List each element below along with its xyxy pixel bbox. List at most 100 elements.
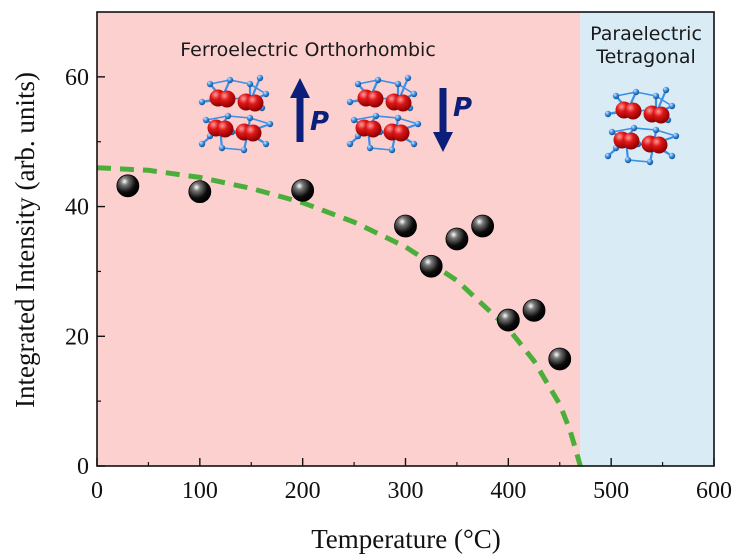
axes xyxy=(96,11,715,467)
oxygen-atom xyxy=(624,156,632,164)
crystal-bond xyxy=(635,91,657,97)
crystal-structure-2 xyxy=(604,86,680,166)
crystal-bond xyxy=(205,115,229,121)
x-axis-title: Temperature (°C) xyxy=(311,524,501,554)
oxygen-atom xyxy=(266,120,274,128)
x-tick-label-400: 400 xyxy=(490,478,526,504)
crystal-bond xyxy=(633,127,657,131)
oxygen-atom xyxy=(404,74,412,82)
y-tick-label-40: 40 xyxy=(65,195,89,221)
crystal-bond xyxy=(221,147,245,151)
hafnium-atom xyxy=(624,102,642,120)
data-point-9 xyxy=(548,347,572,371)
polarization-label-1: P xyxy=(453,93,472,123)
oxygen-atom xyxy=(350,116,358,124)
oxygen-atom xyxy=(372,112,380,120)
crystal-bond xyxy=(209,79,231,85)
hafnium-atom xyxy=(364,120,382,138)
hafnium-atom xyxy=(650,136,668,154)
crystal-bond xyxy=(375,115,399,119)
oxygen-atom xyxy=(394,80,402,88)
oxygen-atom xyxy=(410,140,418,148)
tick-labels: 0 100 200 300 400 500 600 0 20 40 60 xyxy=(65,65,732,504)
oxygen-atom xyxy=(246,114,254,122)
region-1 xyxy=(580,12,714,466)
oxygen-atom xyxy=(662,86,670,94)
crystal-bond xyxy=(369,147,393,151)
crystal-bond xyxy=(655,129,677,137)
data-point-2 xyxy=(291,178,315,202)
y-tick-label-0: 0 xyxy=(77,454,89,480)
oxygen-atom xyxy=(346,98,354,106)
x-tick-label-300: 300 xyxy=(388,478,424,504)
crystal-bond xyxy=(249,117,271,125)
hafnium-atom xyxy=(392,124,410,142)
hafnium-atom xyxy=(218,90,236,108)
oxygen-atom xyxy=(604,152,612,160)
oxygen-atom xyxy=(612,92,620,100)
oxygen-atom xyxy=(410,90,418,98)
y-tick-label-60: 60 xyxy=(65,65,89,91)
background-regions xyxy=(97,12,714,466)
region-label-1-line-0: Paraelectric xyxy=(590,23,702,45)
data-point-0 xyxy=(116,174,140,198)
oxygen-atom xyxy=(646,158,654,166)
oxygen-atom xyxy=(206,80,214,88)
y-tick-label-20: 20 xyxy=(65,324,89,350)
region-0 xyxy=(97,12,581,466)
oxygen-atom xyxy=(366,144,374,152)
oxygen-atom xyxy=(218,144,226,152)
crystal-bond xyxy=(227,115,251,119)
crystal-structure-1 xyxy=(346,74,422,154)
oxygen-atom xyxy=(262,140,270,148)
x-tick-label-0: 0 xyxy=(91,478,103,504)
polarization-up-arrow-head xyxy=(290,78,310,98)
hafnium-atom xyxy=(366,90,384,108)
hafnium-atom xyxy=(652,106,670,124)
oxygen-atom xyxy=(354,80,362,88)
x-tick-label-200: 200 xyxy=(285,478,321,504)
data-point-3 xyxy=(394,214,417,238)
hafnium-atom xyxy=(244,124,262,142)
oxygen-atom xyxy=(414,120,422,128)
oxygen-atom xyxy=(388,146,396,154)
hafnium-atom xyxy=(394,94,412,112)
oxygen-atom xyxy=(226,76,234,84)
data-points xyxy=(116,174,572,371)
oxygen-atom xyxy=(246,80,254,88)
oxygen-atom xyxy=(630,124,638,132)
hafnium-atom xyxy=(216,120,234,138)
polarization-down-arrow-head xyxy=(433,132,453,152)
oxygen-atom xyxy=(394,114,402,122)
region-labels: Ferroelectric Orthorhombic ParaelectricTe… xyxy=(180,23,702,68)
oxygen-atom xyxy=(604,110,612,118)
crystal-bond xyxy=(611,127,635,133)
oxygen-atom xyxy=(672,132,680,140)
oxygen-atom xyxy=(224,112,232,120)
oxygen-atom xyxy=(608,128,616,136)
data-point-7 xyxy=(496,308,520,332)
hafnium-atom xyxy=(246,94,264,112)
crystal-bond xyxy=(397,117,419,125)
oxygen-atom xyxy=(240,146,248,154)
data-point-5 xyxy=(445,227,469,251)
oxygen-atom xyxy=(346,140,354,148)
crystal-structure-0 xyxy=(198,74,274,154)
x-tick-label-500: 500 xyxy=(593,478,629,504)
data-point-8 xyxy=(522,298,546,322)
region-label-0-line-0: Ferroelectric Orthorhombic xyxy=(180,39,436,61)
hafnium-atom xyxy=(622,132,640,150)
oxygen-atom xyxy=(374,76,382,84)
oxygen-atom xyxy=(262,90,270,98)
oxygen-atom xyxy=(652,92,660,100)
y-axis-title: Integrated Intensity (arb. units) xyxy=(10,72,40,408)
region-label-1-line-1: Tetragonal xyxy=(595,46,696,68)
data-point-6 xyxy=(471,214,495,238)
data-point-1 xyxy=(188,180,212,204)
crystal-bond xyxy=(615,91,637,97)
oxygen-atom xyxy=(198,98,206,106)
x-tick-label-600: 600 xyxy=(696,478,732,504)
crystal-bond xyxy=(353,115,377,121)
